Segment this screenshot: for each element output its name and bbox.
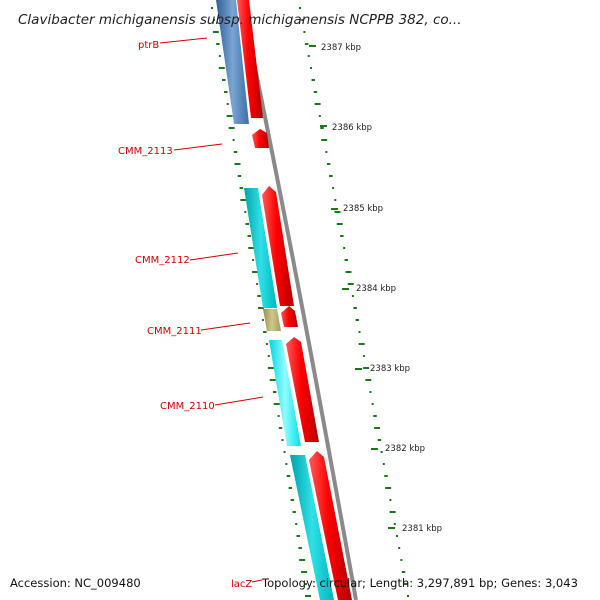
- tick-label: 2384 kbp: [356, 284, 396, 294]
- forward-gene-6-arrow: [309, 451, 352, 600]
- gene-label-ptrB[interactable]: ptrB: [138, 40, 159, 51]
- gene-label-CMM_2110[interactable]: CMM_2110: [160, 401, 215, 412]
- gc-skew-inner-track: [211, 7, 311, 597]
- gene-ptrB-block: [216, 0, 249, 124]
- leader-line-CMM_2113: [173, 143, 223, 151]
- tick-label: 2382 kbp: [385, 444, 425, 454]
- gene-label-CMM_2112[interactable]: CMM_2112: [135, 255, 190, 266]
- forward-gene-4-arrow: [281, 306, 298, 327]
- forward-gene-1: [237, 0, 263, 118]
- tick-label: 2387 kbp: [321, 43, 361, 53]
- gene-label-CMM_2111[interactable]: CMM_2111: [147, 326, 202, 337]
- gene-lacZ-block: [290, 455, 334, 600]
- map-title: Clavibacter michiganensis subsp. michiga…: [18, 12, 462, 28]
- tick-label: 2381 kbp: [402, 524, 442, 534]
- gene-label-lacZ[interactable]: lacZ: [231, 579, 252, 590]
- leader-line-ptrB: [159, 37, 208, 44]
- tick-label: 2383 kbp: [370, 364, 410, 374]
- forward-gene-5-arrow: [286, 337, 319, 442]
- leader-line-lacZ: [251, 579, 263, 583]
- forward-strand-genes: [237, 0, 352, 600]
- tick-label: 2385 kbp: [343, 204, 383, 214]
- accession-text: Accession: NC_009480: [10, 576, 141, 590]
- gene-CMM_2110-block: [269, 340, 301, 446]
- leader-line-CMM_2110: [214, 396, 264, 406]
- leader-line-CMM_2111: [200, 322, 251, 331]
- forward-gene-3-arrow: [262, 186, 294, 306]
- forward-gene-2-arrow: [252, 129, 269, 148]
- tick-label: 2386 kbp: [332, 123, 372, 133]
- gene-label-CMM_2113[interactable]: CMM_2113: [118, 146, 173, 157]
- leader-line-CMM_2112: [189, 252, 239, 261]
- gene-CMM_2112-block: [244, 188, 277, 308]
- reverse-strand-genes: [216, 0, 334, 600]
- gene-labels: ptrB CMM_2113 CMM_2112 CMM_2111 CMM_2110: [118, 37, 264, 412]
- footer: Accession: NC_009480 lacZ Topology: circ…: [10, 576, 578, 590]
- genome-summary: Topology: circular; Length: 3,297,891 bp…: [261, 576, 578, 590]
- kbp-ticks: 2387 kbp 2386 kbp 2385 kbp 2384 kbp 2383…: [309, 43, 442, 534]
- gene-CMM_2111-block: [263, 309, 281, 331]
- gc-skew-outer-track: [299, 7, 409, 597]
